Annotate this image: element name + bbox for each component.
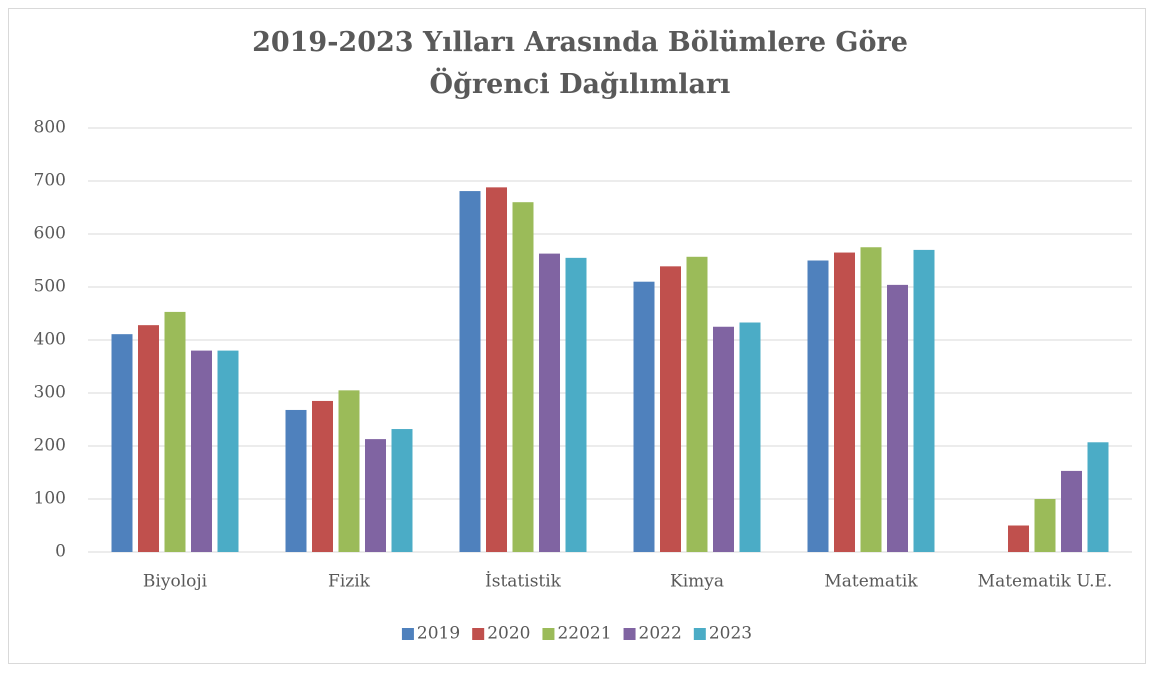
bar	[739, 322, 761, 552]
legend-swatch	[542, 628, 555, 640]
bar	[1087, 442, 1109, 552]
bar	[860, 247, 882, 552]
x-tick-label: Fizik	[328, 572, 371, 592]
bar	[713, 326, 734, 552]
legend-swatch	[693, 628, 706, 640]
x-tick-label: Biyoloji	[143, 572, 208, 592]
legend-label: 22021	[557, 624, 611, 644]
bar	[1061, 470, 1082, 552]
legend-swatch	[623, 628, 636, 640]
bar	[338, 390, 360, 552]
y-tick-label: 700	[34, 171, 66, 191]
x-tick-label: İstatistik	[485, 571, 562, 592]
bar	[512, 202, 534, 552]
legend-label: 2019	[417, 624, 460, 644]
bar	[486, 187, 507, 553]
bar	[807, 260, 829, 552]
bar	[459, 191, 481, 552]
bar	[391, 429, 413, 552]
legend-label: 2020	[487, 624, 530, 644]
chart-frame	[8, 8, 1146, 664]
y-tick-label: 800	[34, 118, 66, 138]
bar	[1034, 499, 1056, 552]
bar	[887, 284, 908, 552]
legend-label: 2022	[639, 624, 682, 644]
bar	[686, 256, 708, 552]
legend-label: 2023	[709, 624, 752, 644]
bar	[834, 252, 855, 553]
y-tick-label: 0	[55, 542, 66, 562]
bar	[913, 249, 935, 552]
bar	[312, 400, 333, 552]
bar	[111, 334, 133, 552]
bar	[539, 253, 560, 553]
bar	[633, 281, 655, 552]
x-tick-label: Kimya	[670, 572, 724, 592]
chart-title: 2019-2023 Yılları Arasında Bölümlere Gör…	[252, 27, 908, 100]
y-tick-label: 100	[34, 489, 66, 509]
legend-swatch	[472, 628, 485, 640]
bar	[1008, 525, 1029, 552]
bar	[565, 257, 587, 552]
legend-swatch	[401, 628, 414, 640]
bar	[217, 350, 239, 552]
y-tick-label: 500	[34, 277, 66, 297]
bar	[660, 266, 681, 552]
y-tick-label: 400	[34, 330, 66, 350]
x-tick-label: Matematik	[824, 572, 918, 592]
y-tick-label: 200	[34, 436, 66, 456]
x-tick-label: Matematik U.E.	[978, 572, 1113, 592]
bar	[365, 439, 386, 552]
y-tick-label: 600	[34, 224, 66, 244]
bar	[191, 350, 212, 552]
y-tick-label: 300	[34, 383, 66, 403]
bar	[285, 409, 307, 552]
bar	[164, 311, 186, 552]
bar	[138, 325, 159, 552]
